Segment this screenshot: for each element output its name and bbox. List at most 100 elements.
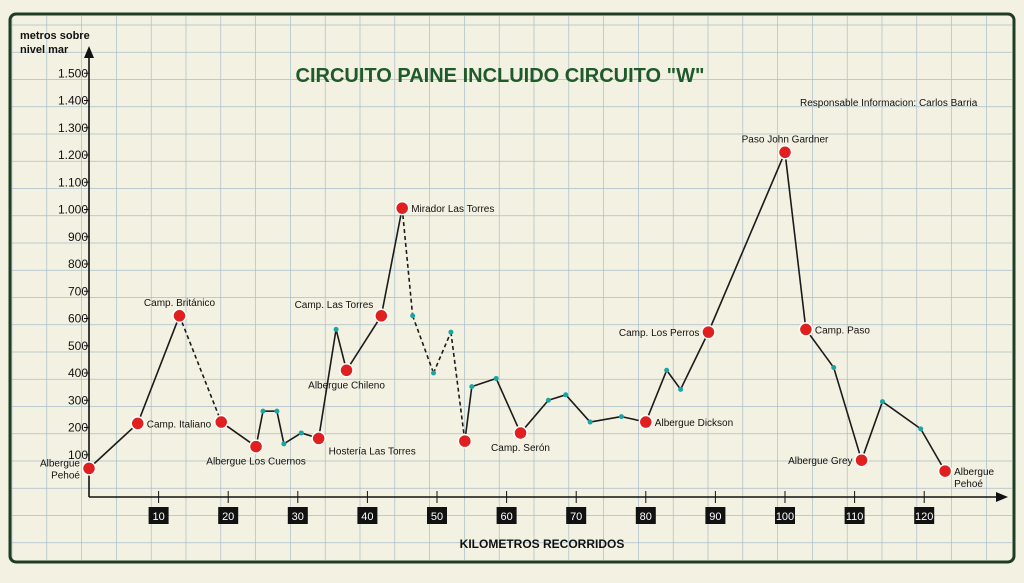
x-tick-label: 90 xyxy=(709,511,721,523)
y-tick-label: 1.500 xyxy=(58,66,88,80)
waypoint-marker xyxy=(431,370,437,376)
x-tick-label: 80 xyxy=(640,511,652,523)
x-tick-box xyxy=(148,507,169,524)
profile-segment xyxy=(283,432,302,445)
x-tick-label: 20 xyxy=(222,511,234,523)
waypoint-marker xyxy=(664,367,670,373)
campsite-marker xyxy=(172,308,187,324)
profile-segment xyxy=(679,331,710,390)
profile-segment-dashed xyxy=(178,315,222,423)
profile-segment xyxy=(881,400,922,430)
waypoint-marker xyxy=(831,365,837,371)
profile-segment xyxy=(88,422,139,469)
y-axis-label-line2: nivel mar xyxy=(20,44,69,56)
y-tick-label: 1.400 xyxy=(58,94,88,108)
waypoint-marker xyxy=(493,375,499,381)
waypoint-marker xyxy=(618,414,624,420)
profile-segment xyxy=(805,328,835,369)
waypoint-marker xyxy=(469,384,475,390)
campsite-marker xyxy=(248,439,264,454)
x-axis-arrow xyxy=(996,492,1008,502)
waypoint-marker xyxy=(333,326,339,332)
profile-segment xyxy=(784,152,807,330)
campsite-marker xyxy=(798,322,814,337)
point-label: Camp. Las Torres xyxy=(295,300,374,311)
y-tick-label: 900 xyxy=(68,230,88,244)
chart-subtitle: Responsable Informacion: Carlos Barria xyxy=(800,98,978,109)
campsite-marker xyxy=(130,416,145,431)
point-label: Camp. Británico xyxy=(144,298,216,309)
y-axis-label-line1: metros sobre xyxy=(20,30,90,42)
waypoint-marker xyxy=(274,408,280,414)
waypoint-marker xyxy=(918,426,924,432)
profile-segment xyxy=(136,315,181,424)
profile-segment xyxy=(565,394,591,423)
campsite-marker xyxy=(457,433,473,449)
x-tick-box xyxy=(635,507,656,524)
x-tick-label: 10 xyxy=(152,511,164,523)
y-tick-label: 1.100 xyxy=(58,175,88,189)
campsite-marker xyxy=(638,414,654,430)
x-tick-label: 60 xyxy=(500,511,512,523)
point-label: Albergue xyxy=(40,458,80,469)
point-label: Camp. Serón xyxy=(491,443,550,454)
x-tick-label: 50 xyxy=(431,511,443,523)
y-tick-label: 800 xyxy=(68,257,88,271)
x-tick-box xyxy=(287,507,308,524)
y-tick-label: 300 xyxy=(68,393,88,407)
x-tick-box xyxy=(844,507,865,524)
x-tick-box xyxy=(566,507,587,524)
profile-segment-dashed xyxy=(411,315,435,374)
x-tick-box xyxy=(496,507,517,524)
profile-segment xyxy=(276,410,285,445)
y-tick-label: 1.200 xyxy=(58,148,88,162)
x-tick-box xyxy=(357,507,378,524)
profile-segment xyxy=(471,377,497,388)
x-axis-label: KILOMETROS RECORRIDOS xyxy=(460,537,625,551)
waypoint-marker xyxy=(448,329,454,335)
waypoint-marker xyxy=(563,392,569,398)
waypoint-marker xyxy=(260,408,266,414)
y-tick-label: 600 xyxy=(68,312,88,326)
campsite-marker xyxy=(213,414,229,430)
y-tick-label: 400 xyxy=(68,366,88,380)
point-label: Albergue Dickson xyxy=(655,418,733,429)
x-tick-label: 70 xyxy=(570,511,582,523)
x-tick-box xyxy=(705,507,726,524)
profile-segment xyxy=(645,369,668,423)
profile-segment xyxy=(920,428,946,472)
profile-segment xyxy=(707,151,786,333)
profile-segment xyxy=(495,378,522,434)
waypoint-marker xyxy=(879,399,885,405)
profile-segment xyxy=(317,329,337,439)
point-label: Pehoé xyxy=(51,470,80,481)
profile-segment-dashed xyxy=(450,332,466,442)
x-tick-box xyxy=(427,507,447,524)
campsite-marker xyxy=(701,324,716,340)
x-tick-box xyxy=(775,507,795,524)
profile-segment xyxy=(860,401,884,461)
profile-segment xyxy=(345,315,382,371)
profile-segment xyxy=(548,394,566,402)
y-tick-label: 700 xyxy=(68,284,88,298)
profile-segment xyxy=(666,369,682,390)
campsite-marker xyxy=(854,452,869,468)
profile-points xyxy=(81,145,953,479)
point-label: Camp. Italiano xyxy=(147,419,212,430)
campsite-marker xyxy=(81,461,97,476)
x-tick-label: 40 xyxy=(361,511,373,523)
point-label: Paso John Gardner xyxy=(742,134,829,145)
x-ticks: 10 20 30 40 50 60 70 80 90 100 110 120 xyxy=(148,491,935,524)
campsite-marker xyxy=(374,308,389,324)
waypoint-marker xyxy=(281,441,287,447)
point-label: Albergue Los Cuernos xyxy=(206,457,306,468)
x-tick-box xyxy=(218,507,239,524)
waypoint-marker xyxy=(410,313,416,319)
waypoint-marker xyxy=(587,419,593,425)
point-label: Pehoé xyxy=(954,479,983,490)
x-tick-label: 110 xyxy=(846,511,864,523)
chart-frame xyxy=(8,12,1016,564)
